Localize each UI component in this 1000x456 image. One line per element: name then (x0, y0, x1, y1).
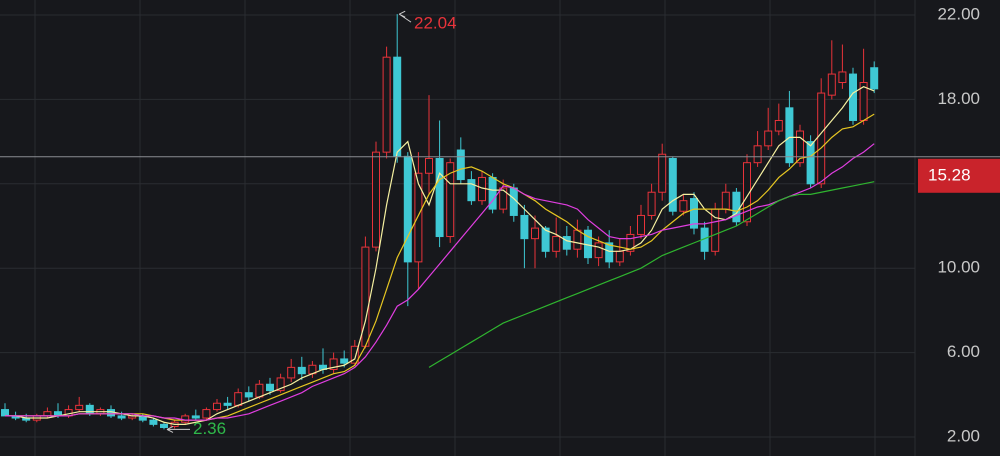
high-label: 22.04 (414, 14, 457, 33)
candle-body (276, 377, 285, 392)
candle-body (806, 141, 815, 185)
candle-body (658, 153, 667, 193)
candle-body (160, 423, 168, 429)
candle-body (456, 149, 465, 181)
candle-body (382, 56, 391, 153)
candle-body (350, 345, 359, 364)
candle-body (499, 187, 508, 210)
candle-body (393, 56, 402, 157)
candle-body (403, 155, 412, 263)
candle-body (329, 358, 338, 370)
candle-body (594, 242, 603, 259)
candle-body (753, 145, 762, 164)
candle-body (721, 191, 730, 210)
candle-body (615, 250, 624, 263)
candle-body (541, 227, 550, 252)
candle-body (75, 404, 84, 411)
candle-body (43, 411, 52, 417)
candle-body (764, 130, 773, 147)
candle-body (732, 191, 741, 223)
candle-body (266, 383, 274, 392)
candle-body (213, 402, 221, 411)
candle-body (668, 157, 677, 212)
low-arrow (166, 425, 190, 433)
y-tick-label: 18.00 (937, 89, 980, 108)
candle-body (234, 392, 243, 406)
candle-body (679, 200, 688, 212)
candle-body (552, 236, 561, 252)
candle-body (796, 130, 804, 164)
candle-body (414, 172, 423, 263)
candle-body (605, 242, 614, 263)
candle-body (287, 366, 296, 379)
price-label: 15.28 (928, 165, 971, 184)
candle-body (838, 71, 847, 84)
candle-body (626, 233, 635, 252)
candle-body (827, 73, 836, 96)
candle-body (647, 191, 656, 216)
candle-body (562, 236, 571, 250)
candle-body (425, 157, 433, 174)
candle-body (520, 214, 529, 240)
candle-body (467, 179, 476, 202)
candle-body (531, 227, 539, 240)
candle-body (255, 383, 264, 398)
candle-body (870, 67, 879, 90)
ma-line (5, 143, 875, 421)
candle-body (1, 409, 9, 417)
candle-body (817, 92, 826, 185)
candle-body (85, 404, 94, 415)
candle-body (573, 229, 582, 250)
candle-body (785, 107, 794, 164)
candle-body (446, 162, 455, 238)
ma-line (428, 181, 875, 368)
high-arrow (398, 10, 412, 23)
candle-body (372, 151, 380, 248)
candle-body (637, 214, 645, 235)
candle-body (690, 198, 698, 229)
candle-body (149, 419, 158, 425)
ma-line (5, 113, 875, 421)
low-label: 2.36 (193, 419, 226, 438)
y-tick-label: 10.00 (937, 258, 980, 277)
candle-body (223, 402, 232, 406)
ma-line (5, 86, 875, 425)
candle-body (191, 415, 200, 419)
price-box (918, 158, 1000, 193)
y-tick-label: 2.00 (947, 426, 980, 445)
y-tick-label: 22.00 (937, 4, 980, 23)
candle-body (244, 392, 253, 398)
y-tick-label: 6.00 (947, 342, 980, 361)
candle-body (202, 409, 211, 419)
candle-body (774, 119, 783, 132)
candle-body (297, 366, 306, 375)
candle-body (340, 358, 349, 364)
candle-body (435, 157, 444, 238)
candle-body (743, 162, 751, 223)
candle-body (117, 415, 126, 419)
